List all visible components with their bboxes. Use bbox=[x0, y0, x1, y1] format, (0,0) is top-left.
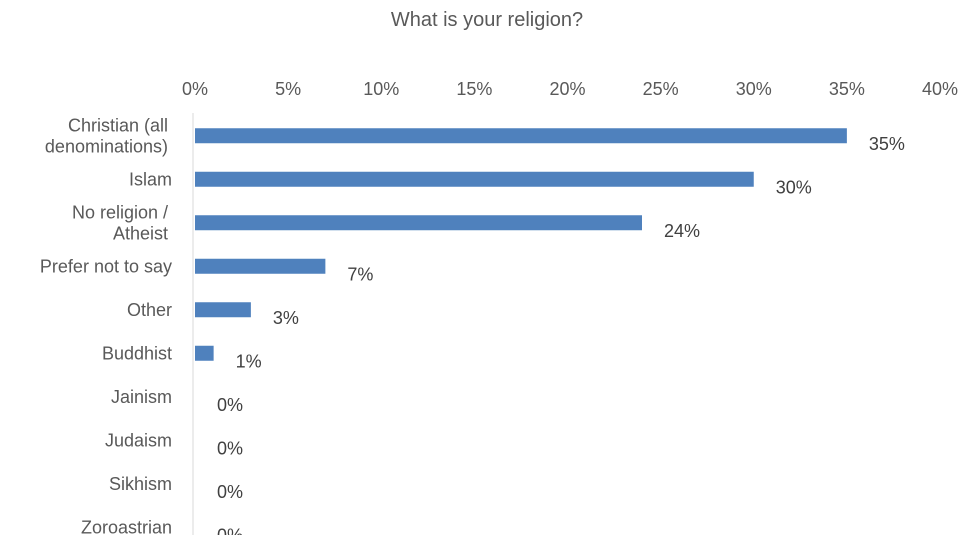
bar bbox=[195, 258, 326, 274]
x-tick-label: 40% bbox=[922, 79, 958, 99]
bar bbox=[195, 302, 251, 318]
category-label: Judaism bbox=[105, 430, 172, 450]
category-label: Christian (all denominations) bbox=[45, 115, 168, 156]
data-label: 24% bbox=[664, 221, 700, 241]
x-tick-label: 0% bbox=[182, 79, 208, 99]
x-tick-label: 15% bbox=[456, 79, 492, 99]
data-label: 0% bbox=[217, 482, 243, 502]
chart-title: What is your religion? bbox=[391, 9, 583, 31]
data-label: 30% bbox=[776, 177, 812, 197]
category-label: Jainism bbox=[111, 387, 172, 407]
bar bbox=[195, 215, 642, 231]
category-label: Islam bbox=[129, 169, 172, 189]
category-label: Prefer not to say bbox=[40, 256, 172, 276]
data-label: 0% bbox=[217, 438, 243, 458]
data-label: 1% bbox=[236, 351, 262, 371]
x-tick-label: 25% bbox=[643, 79, 679, 99]
category-labels: Christian (all denominations) Islam No reli… bbox=[40, 115, 172, 535]
x-tick-label: 20% bbox=[549, 79, 585, 99]
data-label: 35% bbox=[869, 134, 905, 154]
category-label: Buddhist bbox=[102, 343, 172, 363]
bar bbox=[195, 128, 847, 144]
data-label: 7% bbox=[347, 264, 373, 284]
x-tick-label: 10% bbox=[363, 79, 399, 99]
x-tick-label: 5% bbox=[275, 79, 301, 99]
category-label: No religion / Atheist bbox=[72, 202, 168, 243]
data-labels: 35% 30% 24% 7% 3% 1% 0% 0% 0% 0% bbox=[217, 134, 905, 535]
data-label: 3% bbox=[273, 308, 299, 328]
x-tick-label: 30% bbox=[736, 79, 772, 99]
bars-group bbox=[195, 128, 847, 361]
data-label: 0% bbox=[217, 525, 243, 535]
category-label: Other bbox=[127, 300, 172, 320]
bar bbox=[195, 171, 754, 187]
category-label: Zoroastrian bbox=[81, 517, 172, 535]
bar bbox=[195, 345, 214, 361]
x-axis-ticks: 0% 5% 10% 15% 20% 25% 30% 35% 40% bbox=[182, 79, 958, 99]
x-tick-label: 35% bbox=[829, 79, 865, 99]
category-label: Sikhism bbox=[109, 474, 172, 494]
data-label: 0% bbox=[217, 395, 243, 415]
